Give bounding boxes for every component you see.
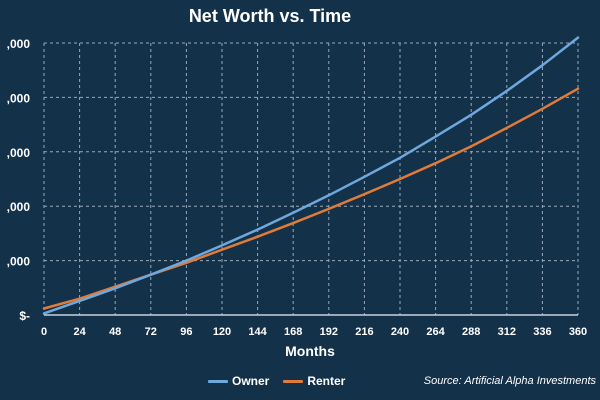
legend-swatch-renter [283,379,304,383]
x-tick-label: 96 [180,326,192,338]
y-tick-label: ,000 [7,37,31,51]
x-tick-label: 360 [569,326,587,338]
legend-item-owner: Owner [208,374,269,388]
x-axis-label: Months [285,343,335,359]
x-tick-label: 168 [284,326,302,338]
x-tick-label: 216 [355,326,373,338]
y-tick-label: $- [19,309,30,323]
legend-label-renter: Renter [307,374,346,388]
chart-legend: Owner Renter [208,374,345,388]
y-tick-label: ,000 [7,91,31,105]
y-tick-label: ,000 [7,255,31,269]
series-line-renter [42,87,580,310]
legend-item-renter: Renter [283,374,345,388]
x-tick-label: 288 [462,326,480,338]
x-tick-label: 0 [41,326,47,338]
y-tick-label: ,000 [7,200,31,214]
x-tick-label: 336 [533,326,551,338]
x-tick-label: 24 [73,326,86,338]
x-tick-label: 48 [109,326,121,338]
x-tick-label: 120 [213,326,231,338]
legend-swatch-owner [208,379,228,383]
chart-title: Net Worth vs. Time [188,6,352,26]
source-note: Source: Artificial Alpha Investments [423,375,596,387]
x-tick-label: 240 [391,326,409,338]
series-line-owner [42,36,580,315]
x-tick-label: 144 [248,326,267,338]
x-tick-label: 264 [426,326,445,338]
y-tick-label: ,000 [7,146,31,160]
x-tick-label: 312 [498,326,516,338]
x-tick-label: 72 [145,326,157,338]
x-tick-label: 192 [320,326,338,338]
legend-label-owner: Owner [232,374,270,388]
